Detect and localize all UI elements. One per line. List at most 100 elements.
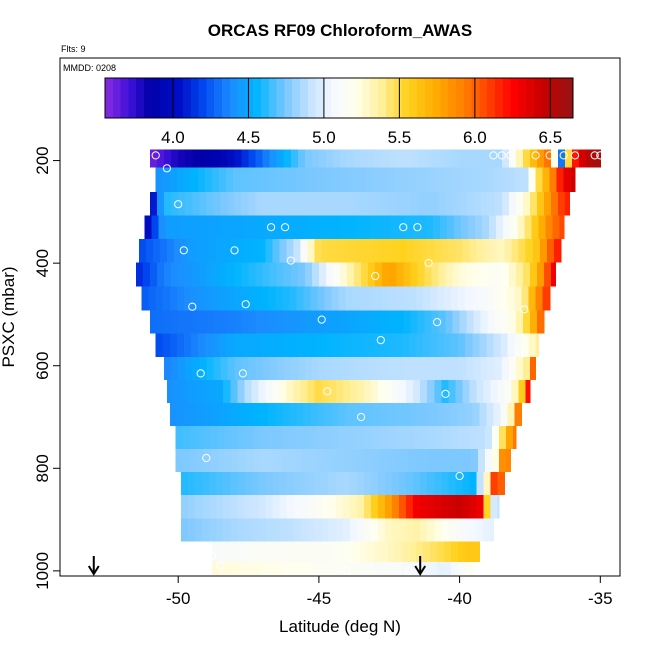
heat-cell — [211, 167, 220, 192]
heat-cell — [441, 518, 449, 542]
heat-cell — [176, 333, 185, 357]
heat-cell — [380, 541, 389, 562]
heat-cell — [181, 379, 189, 403]
heat-cell — [314, 518, 323, 542]
heat-cell — [296, 561, 305, 575]
heat-cell — [372, 449, 380, 473]
heat-cell — [157, 149, 165, 168]
heat-cell — [417, 149, 426, 168]
heat-cell — [423, 167, 431, 192]
heat-cell — [551, 191, 559, 216]
heat-cell — [451, 167, 459, 192]
heat-cell — [401, 541, 410, 562]
heat-cell — [452, 191, 461, 216]
heat-cell — [476, 518, 485, 542]
heat-cell — [175, 449, 184, 473]
heat-cell — [497, 379, 506, 403]
heat-cell — [501, 262, 510, 287]
heat-cell — [272, 495, 281, 519]
heat-cell — [234, 262, 243, 287]
y-tick-label: 1000 — [33, 552, 52, 590]
colorbar-swatch — [487, 78, 496, 118]
heat-cell — [366, 402, 375, 426]
heat-cell — [179, 215, 188, 239]
heat-cell — [466, 356, 475, 380]
colorbar-swatch — [315, 78, 324, 118]
heat-cell — [240, 333, 248, 357]
heat-cell — [522, 356, 531, 380]
heat-cell — [266, 449, 275, 473]
heat-cell — [354, 356, 362, 380]
heat-cell — [332, 310, 341, 334]
colorbar-swatch — [502, 78, 512, 118]
heat-cell — [286, 238, 295, 263]
heat-cell — [415, 286, 424, 311]
heat-cell — [483, 472, 492, 496]
heat-cell — [494, 149, 503, 168]
sample-point — [162, 164, 171, 173]
heat-cell — [359, 286, 368, 311]
heat-cell — [480, 262, 489, 287]
heat-cell — [227, 310, 236, 334]
heat-cell — [321, 238, 330, 263]
heat-cell — [282, 561, 290, 575]
heat-cell — [245, 449, 254, 473]
heat-cell — [296, 402, 305, 426]
heat-cell — [254, 541, 262, 562]
arrow-head — [414, 565, 427, 576]
heat-cell — [532, 238, 541, 263]
heat-cell — [394, 333, 403, 357]
heat-cell — [258, 518, 267, 542]
heat-cell — [472, 561, 475, 575]
heat-cell — [463, 425, 472, 450]
heat-cell — [157, 191, 165, 216]
heat-cell — [354, 149, 362, 168]
heat-cell — [192, 310, 200, 334]
heat-cell — [414, 425, 423, 450]
heat-cell — [220, 149, 229, 168]
heat-cell — [338, 561, 347, 575]
heat-cell — [202, 518, 210, 542]
heat-cell — [321, 495, 330, 519]
heat-cell — [283, 191, 292, 216]
heat-cell — [399, 238, 407, 263]
heat-cell — [359, 541, 368, 562]
heat-cell — [220, 356, 229, 380]
heat-cell — [373, 541, 382, 562]
heat-cell — [521, 333, 530, 357]
heat-cell — [266, 425, 275, 450]
heat-cell — [385, 472, 393, 496]
heat-cell — [190, 333, 199, 357]
heat-cell — [323, 449, 331, 473]
arrows-layer — [87, 556, 427, 576]
heat-cell — [572, 149, 580, 168]
heat-cell — [504, 238, 513, 263]
heat-cell — [276, 149, 285, 168]
heat-cell — [178, 149, 186, 168]
heat-cell — [252, 425, 261, 450]
heat-cell — [377, 472, 386, 496]
heat-cell — [431, 356, 440, 380]
heat-cell — [188, 518, 196, 542]
heat-cell — [437, 402, 445, 426]
heat-cell — [283, 356, 292, 380]
heat-cell — [183, 286, 192, 311]
heat-cell — [352, 167, 361, 192]
y-tick-label: 600 — [33, 352, 52, 380]
heat-cell — [279, 472, 288, 496]
heat-cell — [341, 215, 350, 239]
heat-cell — [325, 191, 334, 216]
heat-cell — [500, 402, 509, 426]
heat-cell — [166, 379, 175, 403]
position-arrow — [87, 556, 100, 576]
heat-cell — [328, 495, 337, 519]
heat-cell — [240, 541, 248, 562]
heat-cell — [522, 149, 531, 168]
heat-cell — [269, 262, 278, 287]
heat-cell — [303, 333, 312, 357]
heat-cell — [386, 425, 395, 450]
heat-cell — [415, 402, 424, 426]
heat-cell — [389, 356, 397, 380]
heat-cell — [289, 541, 297, 562]
heat-cell — [240, 402, 248, 426]
